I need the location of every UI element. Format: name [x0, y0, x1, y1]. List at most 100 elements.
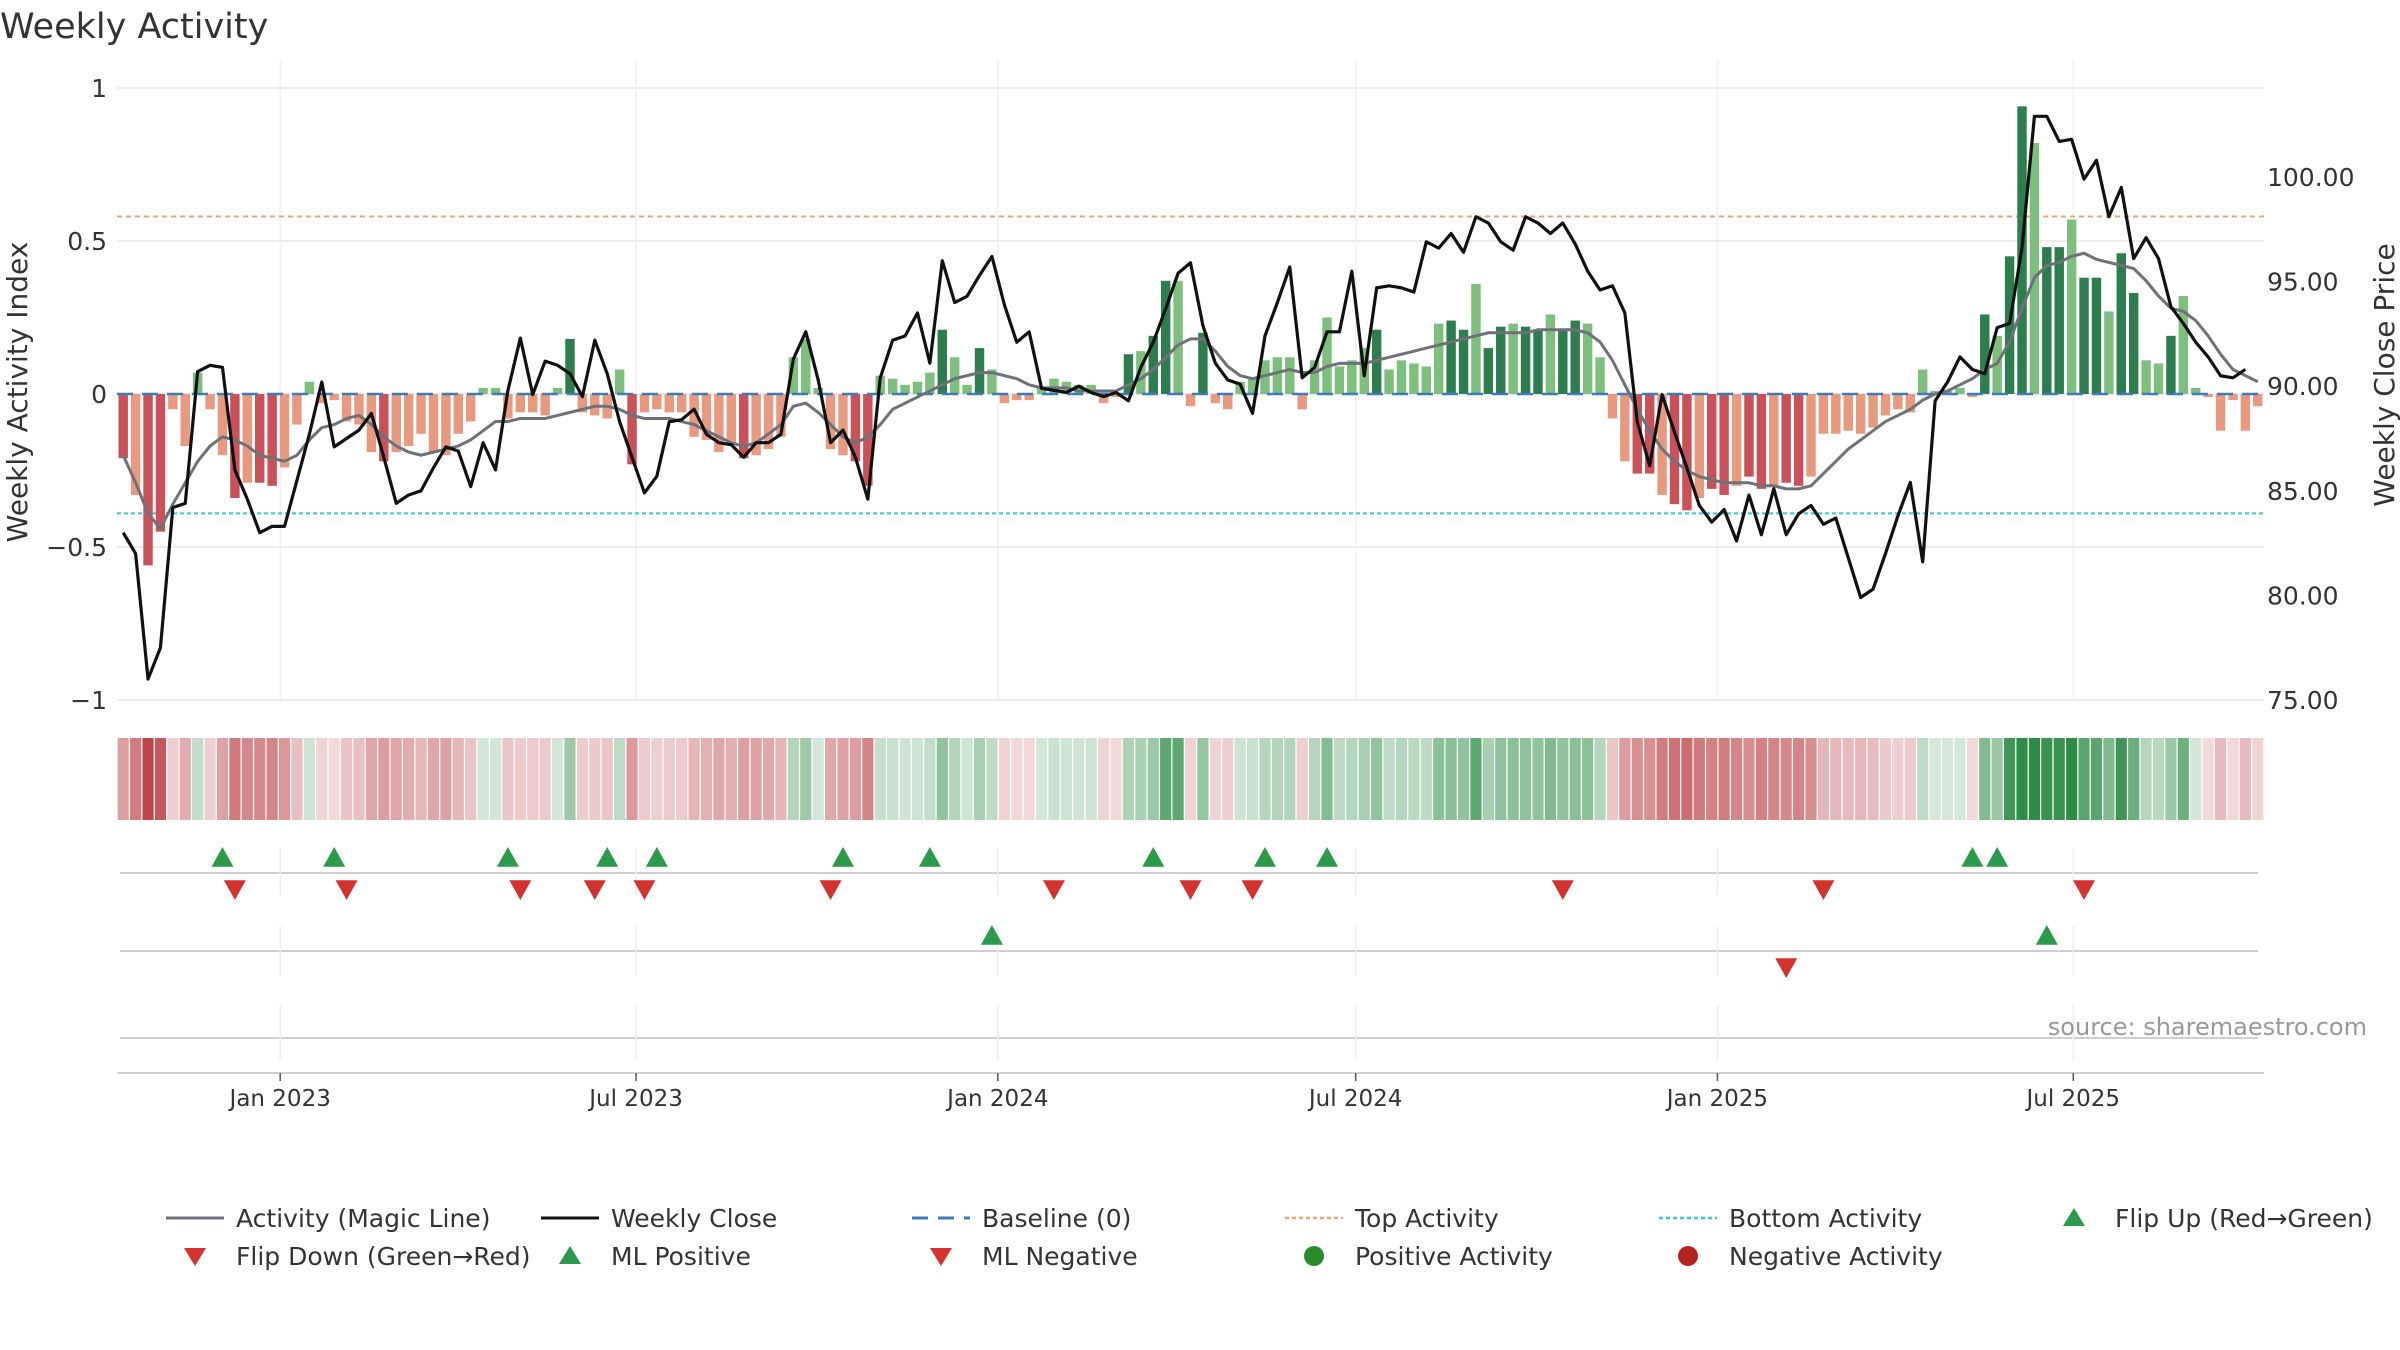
source-credit: source: sharemaestro.com [2048, 1013, 2367, 1041]
heat-cell [1892, 738, 1904, 820]
legend-item: Bottom Activity [1659, 1204, 1922, 1233]
heat-cell [1023, 738, 1035, 820]
heat-cell [403, 738, 415, 820]
heat-cell [1209, 738, 1221, 820]
heat-cell [601, 738, 613, 820]
heat-cell [2090, 738, 2103, 820]
heat-cell [1482, 738, 1494, 820]
heat-cell [341, 738, 353, 820]
activity-bar [1731, 394, 1742, 486]
heat-cell [1048, 738, 1060, 820]
x-tick-label: Jul 2025 [2024, 1086, 2120, 1112]
activity-bar [1669, 394, 1680, 505]
heat-cell [1060, 738, 1072, 820]
activity-bar [1173, 280, 1183, 394]
activity-bar [726, 394, 737, 443]
activity-bar [2079, 277, 2089, 394]
heat-cell [887, 738, 899, 820]
heat-cell [328, 738, 340, 820]
activity-bar [130, 394, 141, 495]
heat-cell [192, 738, 204, 820]
heat-cell [1184, 738, 1197, 820]
activity-bar [1471, 283, 1481, 394]
heat-cell [713, 738, 725, 820]
heat-cell [179, 738, 191, 820]
heat-cell [154, 738, 167, 820]
activity-bar [1285, 357, 1295, 394]
heat-cell [1519, 738, 1532, 820]
activity-bar [490, 387, 501, 394]
legend-item: Negative Activity [1678, 1242, 1943, 1271]
activity-bar [2054, 247, 2064, 394]
activity-bar [1744, 394, 1754, 477]
activity-bar [1433, 323, 1444, 394]
flip-up-marker [918, 847, 941, 867]
activity-bar [2166, 335, 2176, 394]
heat-cell [1085, 738, 1097, 820]
heat-cell [2053, 738, 2065, 820]
legend-label: Weekly Close [611, 1204, 777, 1233]
heat-cell [1457, 738, 1470, 820]
heat-cell [924, 738, 936, 820]
flip-down-marker [633, 880, 656, 900]
heat-cell [1358, 738, 1370, 820]
heat-cell [1755, 738, 1767, 820]
heat-cell [874, 738, 886, 820]
heat-cell [1420, 738, 1432, 820]
activity-bar [2104, 311, 2114, 394]
activity-bar [1769, 394, 1779, 486]
activity-bar [1036, 387, 1047, 394]
heat-cell [725, 738, 737, 820]
heat-cell [1867, 738, 1879, 820]
activity-bar [2215, 394, 2226, 431]
flip-up-marker [832, 847, 855, 867]
activity-bar [825, 394, 836, 450]
activity-bar [1086, 384, 1096, 394]
heat-cell [1693, 738, 1705, 820]
activity-bar [974, 348, 985, 394]
heat-cell [551, 738, 564, 820]
x-tick-label: Jul 2023 [587, 1086, 683, 1112]
heat-cell [2190, 738, 2202, 820]
heat-cell [589, 738, 601, 820]
activity-bar [577, 394, 588, 413]
legend-item: ML Negative [930, 1242, 1138, 1271]
activity-bar [1558, 329, 1568, 394]
activity-bar [2178, 296, 2189, 394]
y2-tick-label: 80.00 [2267, 581, 2339, 610]
activity-bar [1496, 326, 1506, 394]
activity-bar [999, 394, 1010, 404]
activity-bar [1297, 394, 1307, 410]
heat-cell [973, 738, 986, 820]
activity-bar [416, 394, 426, 434]
activity-bar [230, 394, 240, 499]
activity-bar [1905, 394, 1916, 413]
legend-item: Activity (Magic Line) [166, 1204, 490, 1233]
heat-cell [254, 738, 266, 820]
flip-down-marker [223, 880, 246, 900]
flip-down-marker [1551, 880, 1574, 900]
heat-cell [1793, 738, 1805, 820]
activity-bar [180, 394, 190, 447]
heat-cell [1122, 738, 1135, 820]
y2-tick-label: 95.00 [2267, 268, 2339, 297]
heat-cell [787, 738, 799, 820]
activity-bar [962, 384, 972, 394]
x-tick-label: Jan 2023 [228, 1086, 331, 1112]
activity-bar [1136, 351, 1146, 394]
heat-cell [477, 738, 489, 820]
y2-tick-label: 90.00 [2267, 372, 2339, 401]
heat-cell [1246, 738, 1259, 820]
activity-bar [1781, 394, 1791, 483]
activity-bar [1384, 369, 1394, 394]
heat-cell [452, 738, 464, 820]
reference-lines [117, 215, 2264, 515]
activity-bar [2116, 253, 2126, 394]
activity-bar [1334, 366, 1345, 394]
heat-cell [1321, 738, 1333, 820]
heat-cell [1098, 738, 1110, 820]
heat-cell [1557, 738, 1569, 820]
activity-bar [701, 394, 712, 440]
activity-bar [751, 394, 761, 456]
activity-bar [1620, 394, 1630, 462]
